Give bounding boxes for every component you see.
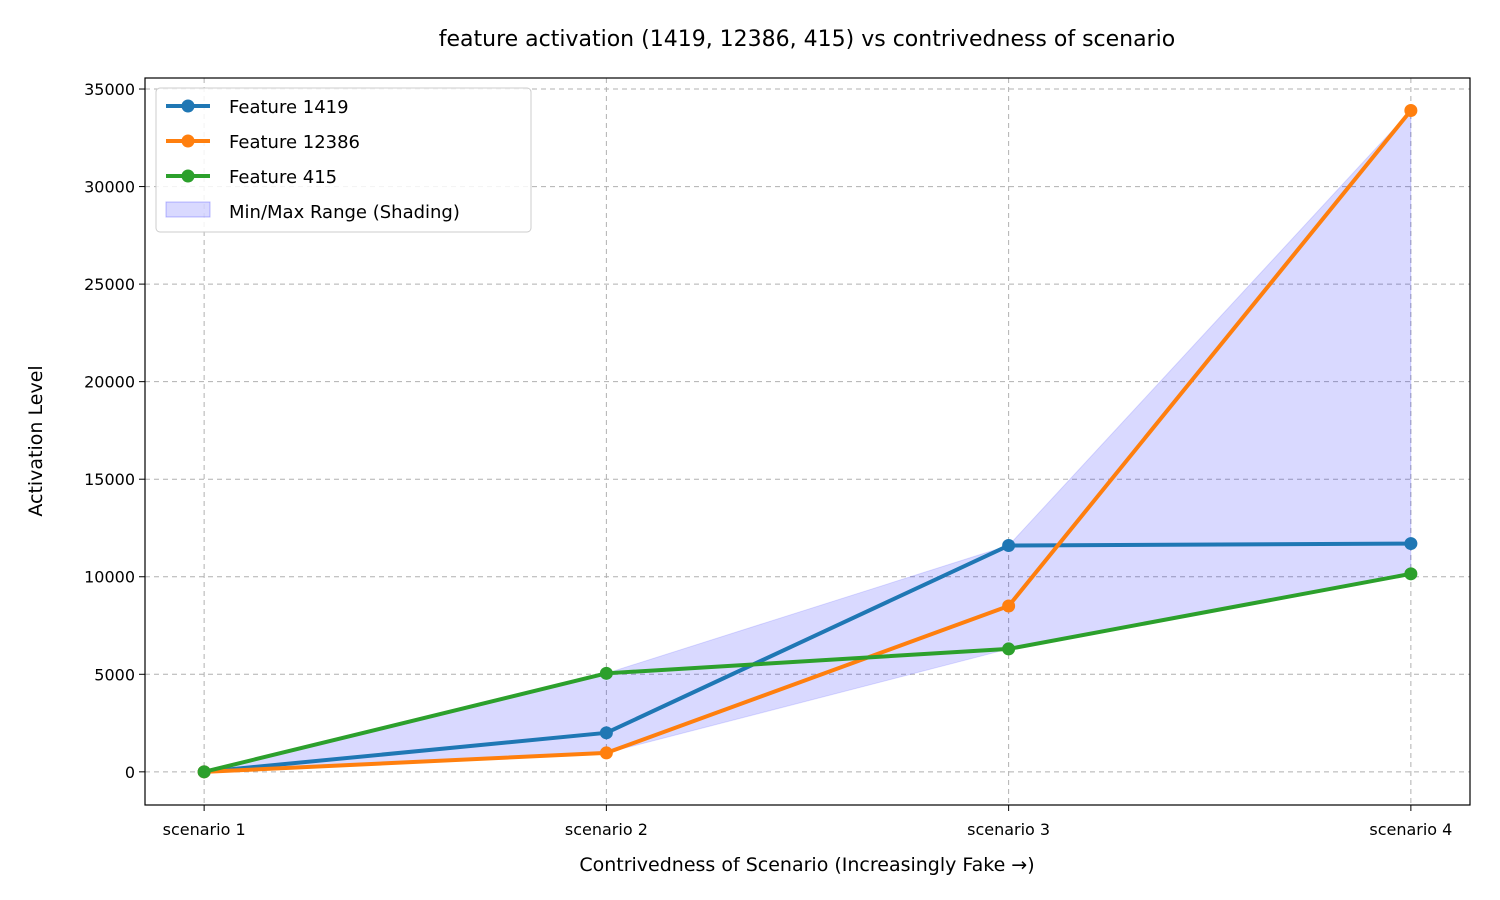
legend-label: Feature 1419: [229, 97, 349, 118]
data-point: [1002, 539, 1016, 553]
legend-marker: [181, 169, 195, 183]
legend-marker: [181, 134, 195, 148]
series-lines: [197, 103, 1418, 779]
legend-label: Feature 12386: [229, 132, 360, 153]
data-point: [1002, 599, 1016, 613]
y-tick-label: 15000: [84, 470, 135, 489]
y-axis-label: Activation Level: [25, 365, 47, 516]
data-point: [599, 666, 613, 680]
data-point: [1002, 642, 1016, 656]
y-tick-label: 0: [125, 763, 135, 782]
legend-shading-swatch: [165, 201, 211, 218]
legend: Feature 1419 Feature 12386 Feature 415 Min/…: [155, 87, 532, 233]
y-tick-label: 5000: [94, 665, 135, 684]
x-tick-label: scenario 1: [163, 820, 246, 839]
y-tick-label: 30000: [84, 178, 135, 197]
y-tick-label: 25000: [84, 275, 135, 294]
data-point: [599, 746, 613, 760]
y-tick-label: 10000: [84, 568, 135, 587]
min-max-shading: [204, 109, 1412, 773]
data-point: [1404, 537, 1418, 551]
x-tick-label: scenario 2: [565, 820, 648, 839]
legend-marker: [181, 99, 195, 113]
data-point: [197, 765, 211, 779]
x-tick-label: scenario 4: [1369, 820, 1452, 839]
series-line-feature-415: [203, 571, 1412, 774]
legend-label: Min/Max Range (Shading): [229, 202, 460, 223]
data-point: [1404, 103, 1418, 117]
axis-ticks: scenario 1 scenario 2 scenario 3 scenario 4…: [84, 80, 1452, 839]
data-point: [1404, 567, 1418, 581]
x-axis-label: Contrivedness of Scenario (Increasingly …: [579, 854, 1034, 876]
y-tick-label: 20000: [84, 373, 135, 392]
series-line-feature-12386: [204, 109, 1413, 774]
plot-frame: [144, 77, 1471, 806]
legend-label: Feature 415: [229, 167, 337, 188]
series-line-feature-1419: [203, 541, 1411, 774]
x-tick-label: scenario 3: [967, 820, 1050, 839]
data-point: [599, 726, 613, 740]
y-tick-label: 35000: [84, 80, 135, 99]
chart-title: feature activation (1419, 12386, 415) vs…: [439, 27, 1175, 52]
legend-box: [155, 87, 532, 233]
